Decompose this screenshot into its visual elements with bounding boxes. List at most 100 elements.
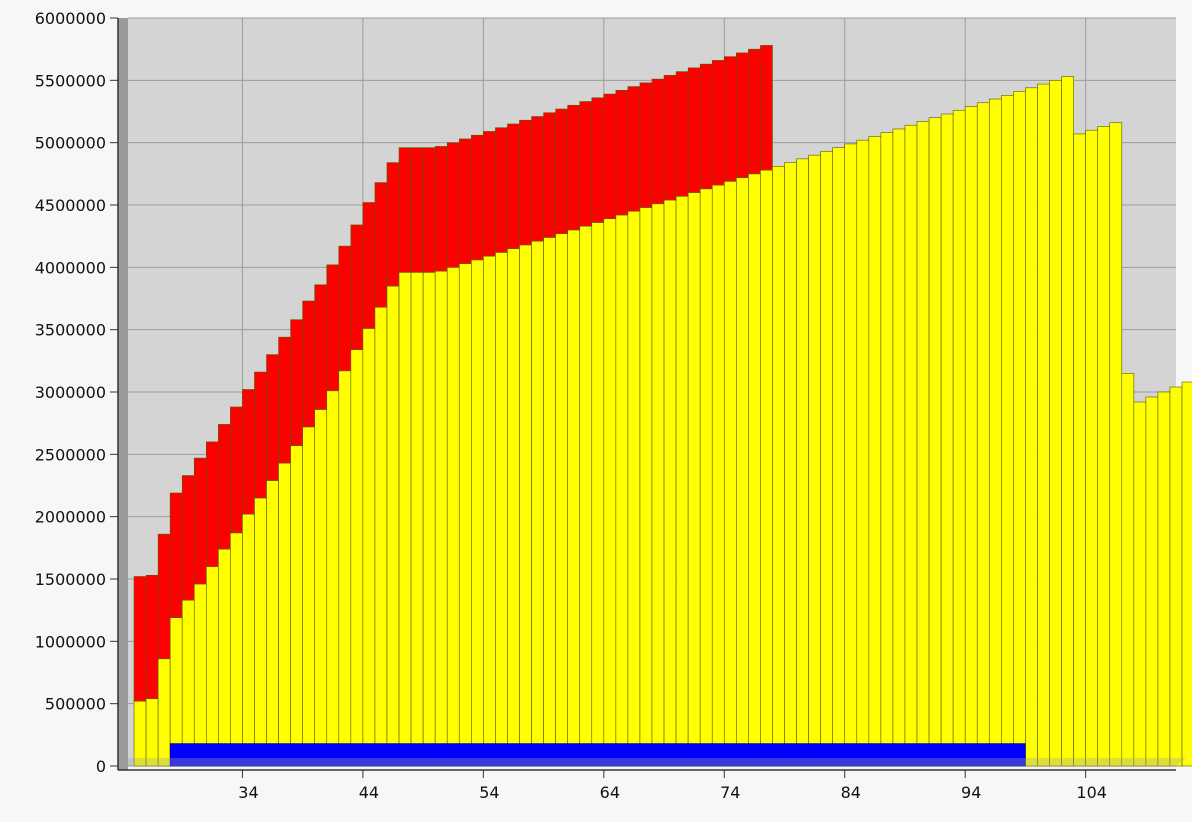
bar-segment [615,90,629,216]
bar-segment [278,462,291,767]
x-tick-label: 54 [479,783,499,802]
bar-segment [242,513,255,767]
bar-segment [639,207,653,767]
bar-segment [145,574,159,699]
bar-segment [519,244,532,767]
bar-segment [205,441,219,567]
bar-segment [880,132,894,767]
bar-segment [748,48,761,175]
bar-segment [338,370,352,767]
bar-segment [326,264,340,392]
bar-segment [1073,133,1086,767]
y-tick-label: 2500000 [35,445,106,464]
bar-segment [446,267,460,767]
bar-segment [242,389,255,515]
y-tick-label: 3000000 [35,383,106,402]
bar-segment [350,224,364,350]
bar-segment [326,390,340,767]
bar-segment [784,162,797,767]
bar-segment [410,272,424,767]
bar-segment [193,583,207,767]
bar-segment [266,354,279,481]
bar-segment [519,119,532,246]
bar-segment [772,166,785,767]
bar-segment [362,328,376,767]
bar-segment [591,222,605,767]
y-tick-label: 4000000 [35,258,106,277]
bar-segment [483,131,496,257]
bar-segment [218,424,231,550]
x-tick-label: 94 [961,783,981,802]
bar-segment [1049,80,1062,767]
bar-segment [736,177,749,767]
y-tick-label: 1500000 [35,570,106,589]
bar-segment [157,533,171,660]
x-tick-label: 44 [359,783,379,802]
bar-segment [458,138,472,264]
bar-segment [254,497,267,767]
bar-segment [230,406,243,534]
bar-segment [133,700,147,767]
bar-segment [808,154,821,767]
bar-segment [868,136,882,767]
bar-segment [290,319,303,446]
bar-segment [458,263,472,767]
bar-segment [760,45,773,171]
bar-segment [1145,396,1159,767]
bar-segment [976,102,990,767]
bar-segment [543,237,556,767]
y-axis-ticks: 0 500000 1000000 1500000 2000000 2500000 30000… [35,9,118,776]
bar-segment [699,188,713,767]
bar-segment [386,285,400,767]
bar-segment [1181,381,1192,767]
bar-segment [314,284,328,410]
bar-segment [699,63,713,190]
bar-segment [398,147,412,273]
bar-segment [928,117,942,767]
bar-segment [1097,126,1111,767]
bar-segment [145,698,159,767]
bar-segment [651,203,665,767]
bar-segment [350,349,364,767]
bar-segment [495,252,508,767]
bar-segment [193,457,207,585]
x-axis-ticks: 34 44 54 64 74 84 94 104 [238,770,1107,802]
floor [118,758,1186,766]
bar-segment [844,143,858,767]
bar-segment [627,86,641,212]
bar-segment [495,127,508,253]
bar-segment [507,248,520,767]
bar-segment [1013,91,1026,767]
y-tick-label: 0 [96,757,106,776]
bar-segment [543,112,556,238]
bar-segment [904,124,918,767]
bar-segment [591,97,605,223]
bar-segment [398,272,412,767]
bar-segment [856,139,870,767]
bar-segment [531,240,544,767]
bar-segment [314,409,328,767]
x-tick-label: 34 [238,783,258,802]
bar-segment [483,255,496,767]
bar-segment [579,101,593,227]
y-tick-label: 5000000 [35,134,106,153]
bar-segment [302,300,316,428]
bar-segment [374,306,388,767]
x-tick-label: 104 [1076,783,1107,802]
bar-segment [651,78,665,205]
bar-segment [434,146,448,272]
y-tick-label: 1000000 [35,632,106,651]
bar-segment [796,158,809,767]
bar-segment [1109,122,1123,767]
bar-segment [663,199,677,767]
bar-segment [567,104,581,231]
bar-segment [362,202,376,329]
bar-segment [723,181,737,767]
bar-segment [711,184,725,767]
bar-segment [916,121,930,767]
bar-segment [940,113,954,767]
bar-segment [374,182,388,308]
bar-segment [422,272,436,767]
bar-segment [627,210,641,767]
